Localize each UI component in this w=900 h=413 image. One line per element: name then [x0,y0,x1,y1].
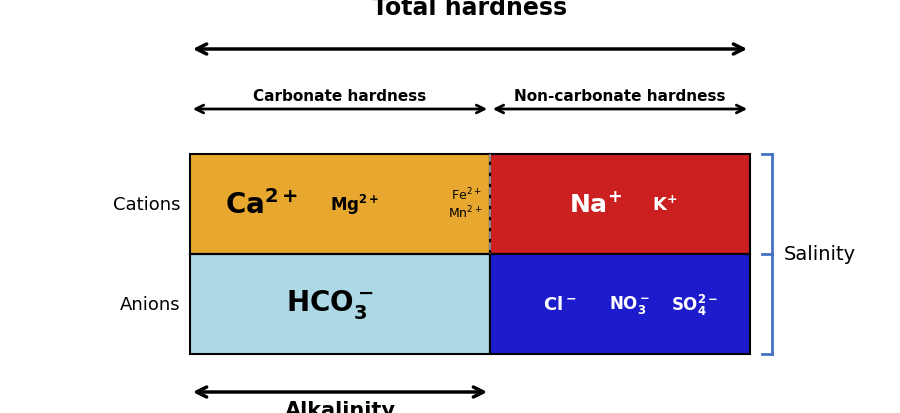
Bar [490,154,750,254]
Text: $\mathbf{Na^{+}}$: $\mathbf{Na^{+}}$ [569,192,622,217]
Text: $\mathbf{K^{+}}$: $\mathbf{K^{+}}$ [652,195,678,214]
Text: Fe$^{2+}$: Fe$^{2+}$ [452,186,482,203]
Text: Non-carbonate hardness: Non-carbonate hardness [514,89,725,104]
Text: Total hardness: Total hardness [373,0,568,20]
Text: $\mathbf{SO_4^{2-}}$: $\mathbf{SO_4^{2-}}$ [671,292,718,317]
Text: Mn$^{2+}$: Mn$^{2+}$ [447,204,482,221]
Text: $\mathbf{Ca^{2+}}$: $\mathbf{Ca^{2+}}$ [226,190,299,219]
Text: Salinity: Salinity [784,245,856,264]
Text: $\mathbf{Cl^-}$: $\mathbf{Cl^-}$ [544,295,577,313]
Text: $\mathbf{HCO_3^-}$: $\mathbf{HCO_3^-}$ [286,288,374,321]
Bar [190,254,490,354]
Text: $\mathbf{Mg^{2+}}$: $\mathbf{Mg^{2+}}$ [330,192,380,216]
Bar [190,154,490,254]
Text: Cations: Cations [112,195,180,214]
Text: Alkalinity: Alkalinity [284,400,395,413]
Text: $\mathbf{NO_3^-}$: $\mathbf{NO_3^-}$ [609,293,651,315]
Text: Anions: Anions [120,295,180,313]
Bar [490,254,750,354]
Text: Carbonate hardness: Carbonate hardness [254,89,427,104]
